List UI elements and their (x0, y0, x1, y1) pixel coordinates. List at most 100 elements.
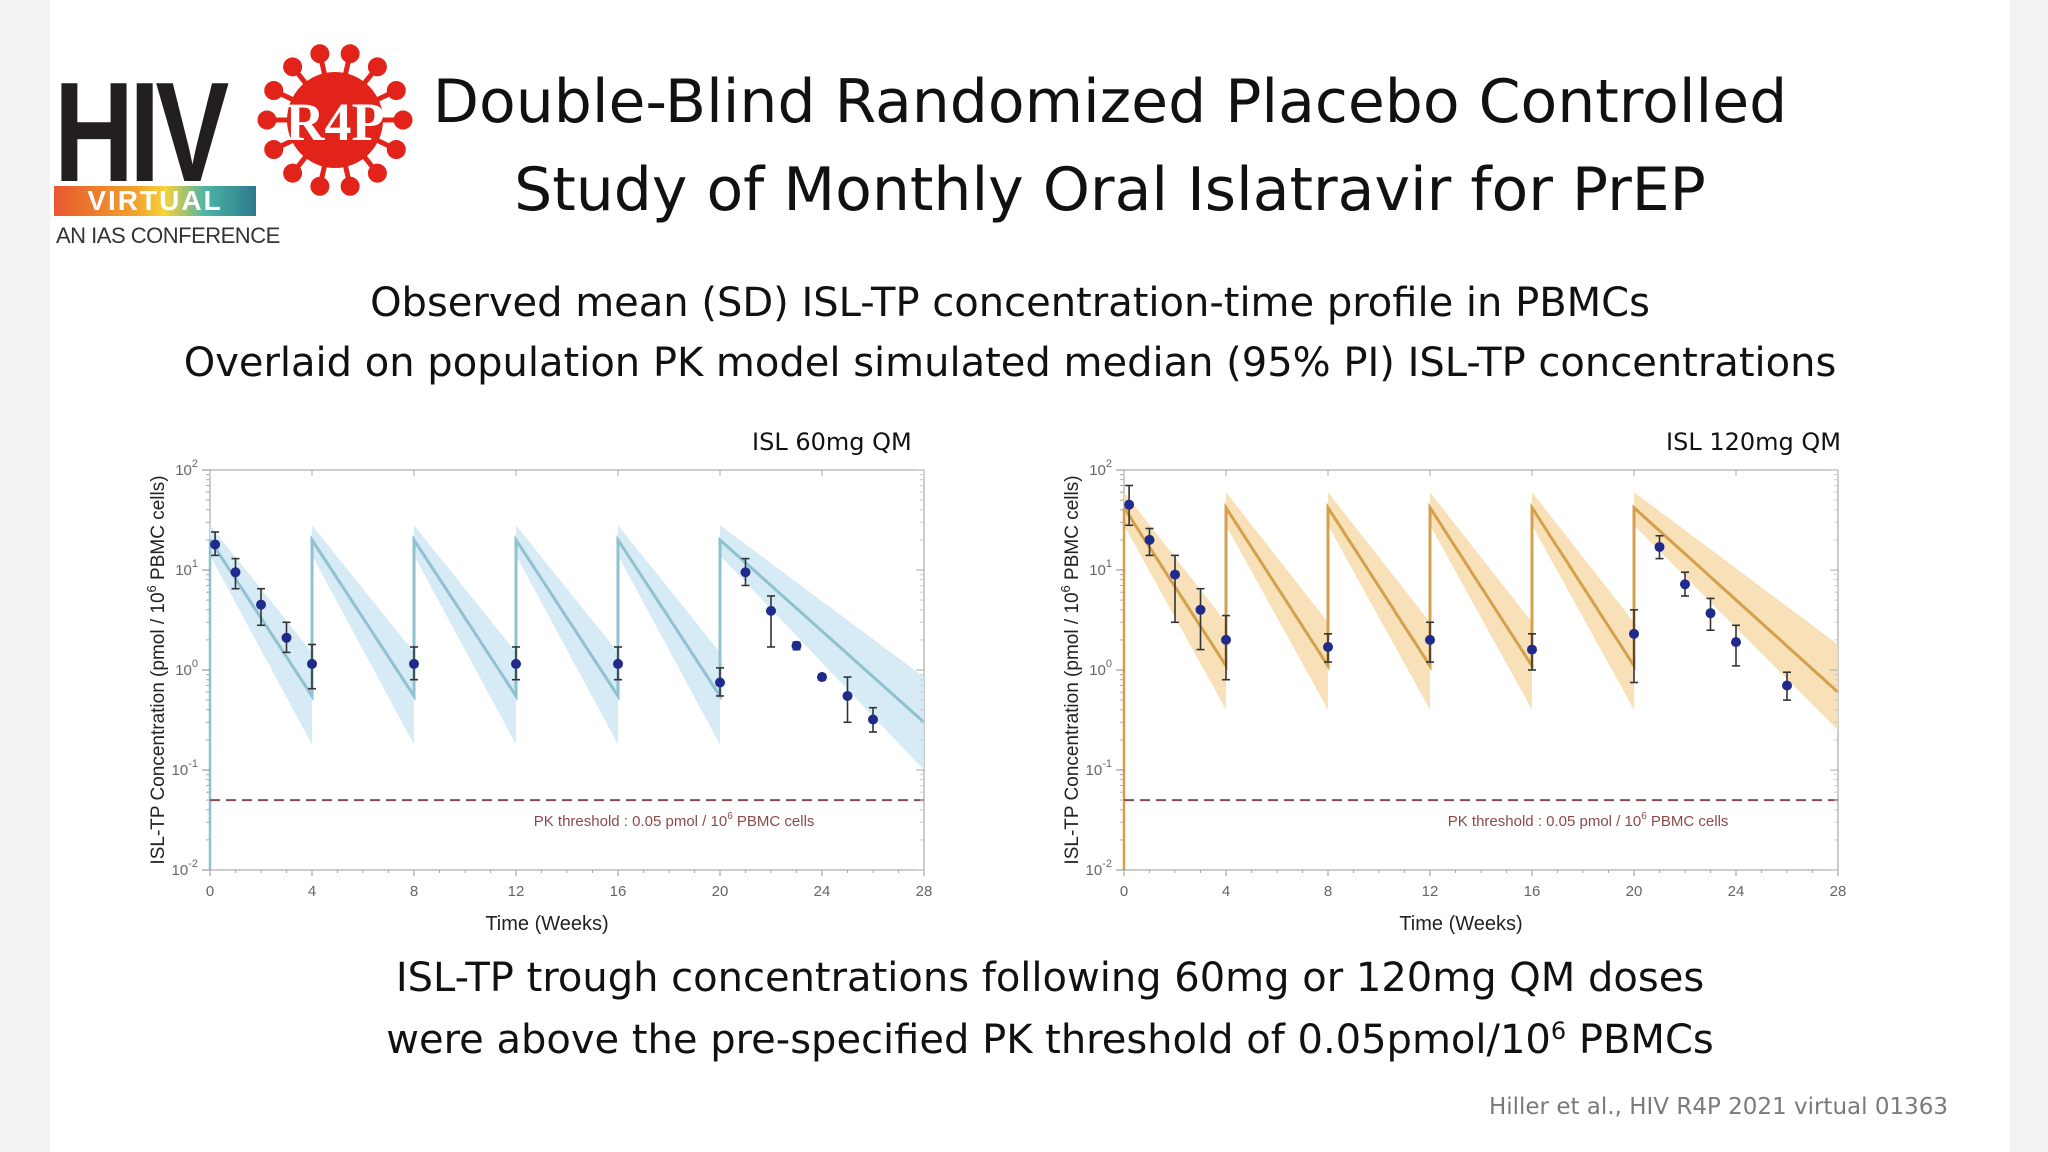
observed-point (613, 646, 623, 681)
observed-point (511, 646, 521, 681)
observed-marker (1527, 644, 1537, 655)
title-line-1: Double-Blind Randomized Placebo Controll… (432, 67, 1788, 137)
plot-area (209, 469, 925, 871)
observed-marker (1124, 499, 1135, 510)
observed-marker (868, 714, 878, 725)
conclusion-line-2: were above the pre-specified PK threshol… (250, 1009, 1850, 1071)
subtitle-line-2: Overlaid on population PK model simulate… (183, 340, 1837, 386)
observed-point (230, 557, 241, 590)
x-tick-label: 20 (1626, 883, 1643, 900)
observed-point (210, 531, 221, 557)
subtitle-line-1: Observed mean (SD) ISL-TP concentration-… (370, 280, 1650, 326)
x-tick-label: 8 (410, 883, 418, 900)
observed-point (1705, 597, 1716, 632)
logo-wordmark: HIV (54, 53, 229, 212)
observed-marker (230, 567, 241, 578)
chart-2-panel-label: ISL 120mg QM (1666, 428, 1841, 456)
slide-title: Double-Blind Randomized Placebo Controll… (400, 58, 1820, 234)
y-tick-label: 102 (1089, 458, 1112, 479)
observed-point (740, 557, 751, 587)
observed-point (256, 587, 266, 627)
observed-marker (1731, 637, 1741, 648)
conclusion-line-1: ISL-TP trough concentrations following 6… (395, 955, 1705, 1001)
logo-badge: R4P (286, 92, 385, 152)
y-tick-label: 101 (175, 558, 198, 579)
prediction-interval-band (1124, 492, 1838, 731)
observed-marker (1221, 634, 1231, 645)
observed-point (766, 595, 776, 648)
observed-marker (1629, 628, 1639, 639)
x-tick-label: 20 (712, 883, 729, 900)
observed-marker (1705, 608, 1716, 619)
observed-point (715, 667, 725, 697)
y-tick-label: 10-2 (1086, 858, 1112, 879)
observed-point (1654, 534, 1665, 560)
x-axis-label: Time (Weeks) (1399, 913, 1522, 935)
y-tick-label: 102 (175, 458, 198, 479)
observed-marker (715, 677, 725, 688)
observed-point (1629, 608, 1639, 684)
observed-point (1425, 621, 1435, 663)
x-tick-label: 16 (610, 883, 627, 900)
observed-marker (1654, 541, 1665, 552)
observed-marker (1170, 569, 1180, 580)
pk-threshold-label: PK threshold : 0.05 pmol / 106 PBMC cell… (534, 811, 815, 830)
chart-1-panel-label: ISL 60mg QM (752, 428, 912, 456)
observed-marker (1782, 680, 1792, 691)
y-axis-label: ISL-TP Concentration (pmol / 106 PBMC ce… (1058, 475, 1083, 864)
observed-point (1680, 571, 1690, 597)
slide-subtitle: Observed mean (SD) ISL-TP concentration-… (120, 273, 1900, 393)
y-axis-label: ISL-TP Concentration (pmol / 106 PBMC ce… (144, 475, 169, 864)
observed-marker (511, 658, 521, 669)
observed-marker (1425, 634, 1435, 645)
y-tick-label: 100 (175, 658, 198, 679)
observed-marker (842, 690, 853, 701)
y-tick-label: 10-1 (172, 758, 198, 779)
observed-marker (766, 605, 776, 616)
x-tick-label: 24 (814, 883, 831, 900)
chart-isl-60mg: PK threshold : 0.05 pmol / 106 PBMC cell… (144, 458, 932, 935)
observed-point (791, 640, 802, 651)
x-tick-label: 8 (1324, 883, 1332, 900)
observed-point (817, 672, 827, 683)
observed-point (281, 621, 292, 654)
observed-marker (409, 658, 419, 669)
x-tick-label: 16 (1524, 883, 1541, 900)
x-tick-label: 28 (1830, 883, 1847, 900)
observed-point (1323, 633, 1333, 663)
x-tick-label: 0 (1120, 883, 1128, 900)
observed-marker (256, 599, 266, 610)
observed-marker (1323, 641, 1333, 652)
observed-point (1170, 554, 1180, 624)
observed-point (868, 706, 878, 733)
observed-marker (1144, 534, 1155, 545)
prediction-interval-band (210, 525, 924, 770)
x-tick-label: 0 (206, 883, 214, 900)
x-tick-label: 12 (1422, 883, 1439, 900)
conclusion-line-2-main: were above the pre-specified PK threshol… (386, 1017, 1551, 1063)
observed-point (409, 646, 419, 681)
observed-marker (791, 640, 802, 651)
observed-marker (613, 658, 623, 669)
x-tick-label: 24 (1728, 883, 1745, 900)
observed-point (1221, 614, 1231, 681)
observed-marker (1680, 579, 1690, 590)
virus-icon: R4P (257, 44, 413, 196)
observed-marker (281, 632, 292, 643)
hiv-r4p-logo: HIV R4P VIRTUAL AN IAS CONFERENCE (50, 40, 413, 260)
y-tick-label: 10-2 (172, 858, 198, 879)
observed-point (1527, 633, 1537, 671)
observed-point (1124, 484, 1135, 527)
citation: Hiller et al., HIV R4P 2021 virtual 0136… (1488, 1094, 1948, 1120)
observed-marker (210, 539, 221, 550)
observed-point (1195, 587, 1206, 651)
observed-point (1731, 624, 1741, 667)
title-line-2: Study of Monthly Oral Islatravir for PrE… (514, 155, 1706, 225)
pk-threshold-label: PK threshold : 0.05 pmol / 106 PBMC cell… (1448, 811, 1729, 830)
conclusion-superscript: 6 (1550, 1017, 1567, 1045)
y-tick-label: 100 (1089, 658, 1112, 679)
y-tick-label: 101 (1089, 558, 1112, 579)
observed-marker (307, 658, 317, 669)
observed-point (842, 676, 853, 724)
observed-point (1782, 671, 1792, 701)
